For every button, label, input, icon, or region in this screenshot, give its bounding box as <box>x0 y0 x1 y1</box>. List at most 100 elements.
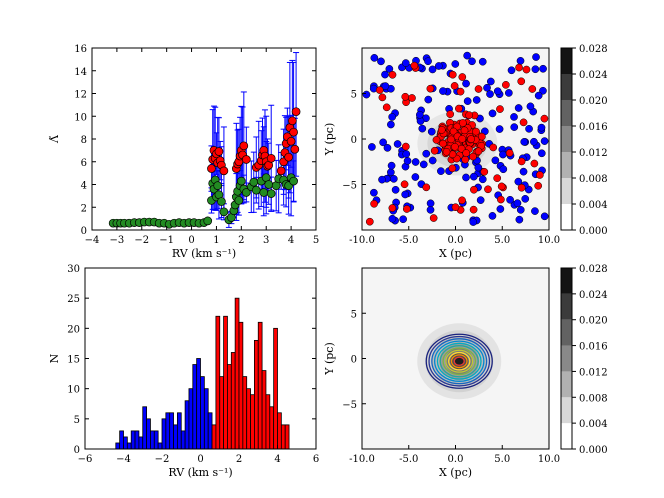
cluster-star <box>458 135 467 143</box>
red-star <box>378 93 387 102</box>
red-histogram-bar <box>250 394 255 450</box>
x-tick-label: 0 <box>197 454 203 465</box>
x-tick-label: 2 <box>238 235 244 246</box>
x-tick-label: -10.0 <box>349 235 375 246</box>
blue-histogram-bar <box>157 442 163 450</box>
red-point <box>276 166 286 176</box>
field-star <box>532 53 540 61</box>
xy-positions-panel: -10.0 -5.0 0.0 5.0 10.0 −5 0 5 X (pc) Y (pc) 0.000… <box>323 44 608 260</box>
y-tick-label: 30 <box>67 264 80 275</box>
density-colorbar-band <box>561 319 572 346</box>
green-point <box>251 185 261 195</box>
density-colorbar-band <box>561 371 572 398</box>
density-colorbar-band <box>561 397 572 424</box>
field-star <box>488 109 497 118</box>
x-axis-label: X (pc) <box>439 247 472 260</box>
blue-histogram-bar <box>207 412 213 450</box>
xy-colorbar-label: 0.000 <box>579 226 608 237</box>
y-tick-label: 0 <box>351 135 357 146</box>
red-star <box>410 61 419 70</box>
x-tick-label: −6 <box>78 454 93 465</box>
density-level <box>454 357 465 366</box>
contour-line <box>434 340 485 382</box>
field-star <box>526 102 535 111</box>
red-point <box>284 152 293 162</box>
contour-line <box>448 351 471 371</box>
field-star <box>507 66 516 75</box>
red-star <box>519 118 528 127</box>
blue-histogram-bar <box>146 418 151 450</box>
field-star <box>437 167 445 175</box>
red-histogram-bar <box>242 376 248 450</box>
x-tick-label: −4 <box>85 235 100 246</box>
field-star <box>486 90 494 98</box>
red-histogram-bar <box>261 370 267 450</box>
y-tick-label: 12 <box>74 90 87 101</box>
field-star <box>434 62 443 70</box>
field-star <box>415 110 424 119</box>
cluster-star <box>432 136 441 144</box>
cluster-star <box>439 139 447 148</box>
red-star <box>522 65 531 74</box>
red-star <box>540 114 549 123</box>
red-histogram-bar <box>269 406 275 450</box>
blue-histogram-bar <box>165 412 171 450</box>
green-point <box>259 188 269 197</box>
red-star <box>388 204 397 212</box>
field-star <box>486 77 495 86</box>
field-star <box>378 175 386 184</box>
red-star <box>484 185 492 194</box>
density-colorbar-label: 0.024 <box>579 290 608 301</box>
red-star <box>375 86 384 94</box>
x-tick-label: 10.0 <box>538 235 560 246</box>
field-star <box>537 123 546 132</box>
red-star <box>400 180 409 189</box>
x-tick-label: 5.0 <box>494 235 510 246</box>
field-star <box>525 124 533 133</box>
density-colorbar-frame <box>560 267 573 450</box>
red-star <box>534 181 543 190</box>
x-tick-label: 0 <box>188 235 194 246</box>
x-tick-label: 3 <box>263 235 269 246</box>
blue-histogram-bar <box>196 358 201 450</box>
red-star <box>426 84 435 93</box>
density-colorbar-label: 0.020 <box>579 316 608 327</box>
field-star <box>493 87 502 96</box>
blue-histogram-bar <box>180 430 186 450</box>
field-star <box>514 104 523 112</box>
y-tick-label: 2 <box>81 203 87 214</box>
contour-line <box>442 347 477 376</box>
red-star <box>458 196 466 205</box>
x-tick-label: 4 <box>288 235 294 246</box>
contour-line <box>425 333 493 389</box>
density-colorbar-band <box>561 345 572 372</box>
field-star <box>499 165 508 174</box>
xy-colorbar-band <box>561 204 572 230</box>
red-star <box>469 205 478 214</box>
field-star <box>496 205 505 213</box>
green-point <box>249 177 259 187</box>
field-star <box>534 91 543 100</box>
red-point <box>219 166 229 176</box>
field-star <box>469 172 478 181</box>
y-tick-label: 6 <box>81 158 87 169</box>
field-star <box>516 56 525 65</box>
field-star <box>419 160 428 169</box>
blue-histogram-bar <box>123 436 128 450</box>
blue-histogram-bar <box>150 430 155 450</box>
field-star <box>385 65 394 73</box>
density-colorbar-label: 0.012 <box>579 367 608 378</box>
field-star <box>499 150 507 159</box>
field-star <box>516 206 525 214</box>
red-point <box>288 116 297 126</box>
red-histogram-bar <box>257 321 263 450</box>
red-histogram-bar <box>227 364 232 450</box>
contour-line <box>450 354 468 369</box>
field-star <box>411 158 420 166</box>
x-tick-label: -5.0 <box>399 235 418 246</box>
blue-histogram-bar <box>176 412 182 450</box>
red-star <box>365 217 374 226</box>
field-star <box>424 57 432 66</box>
red-star <box>528 85 537 93</box>
